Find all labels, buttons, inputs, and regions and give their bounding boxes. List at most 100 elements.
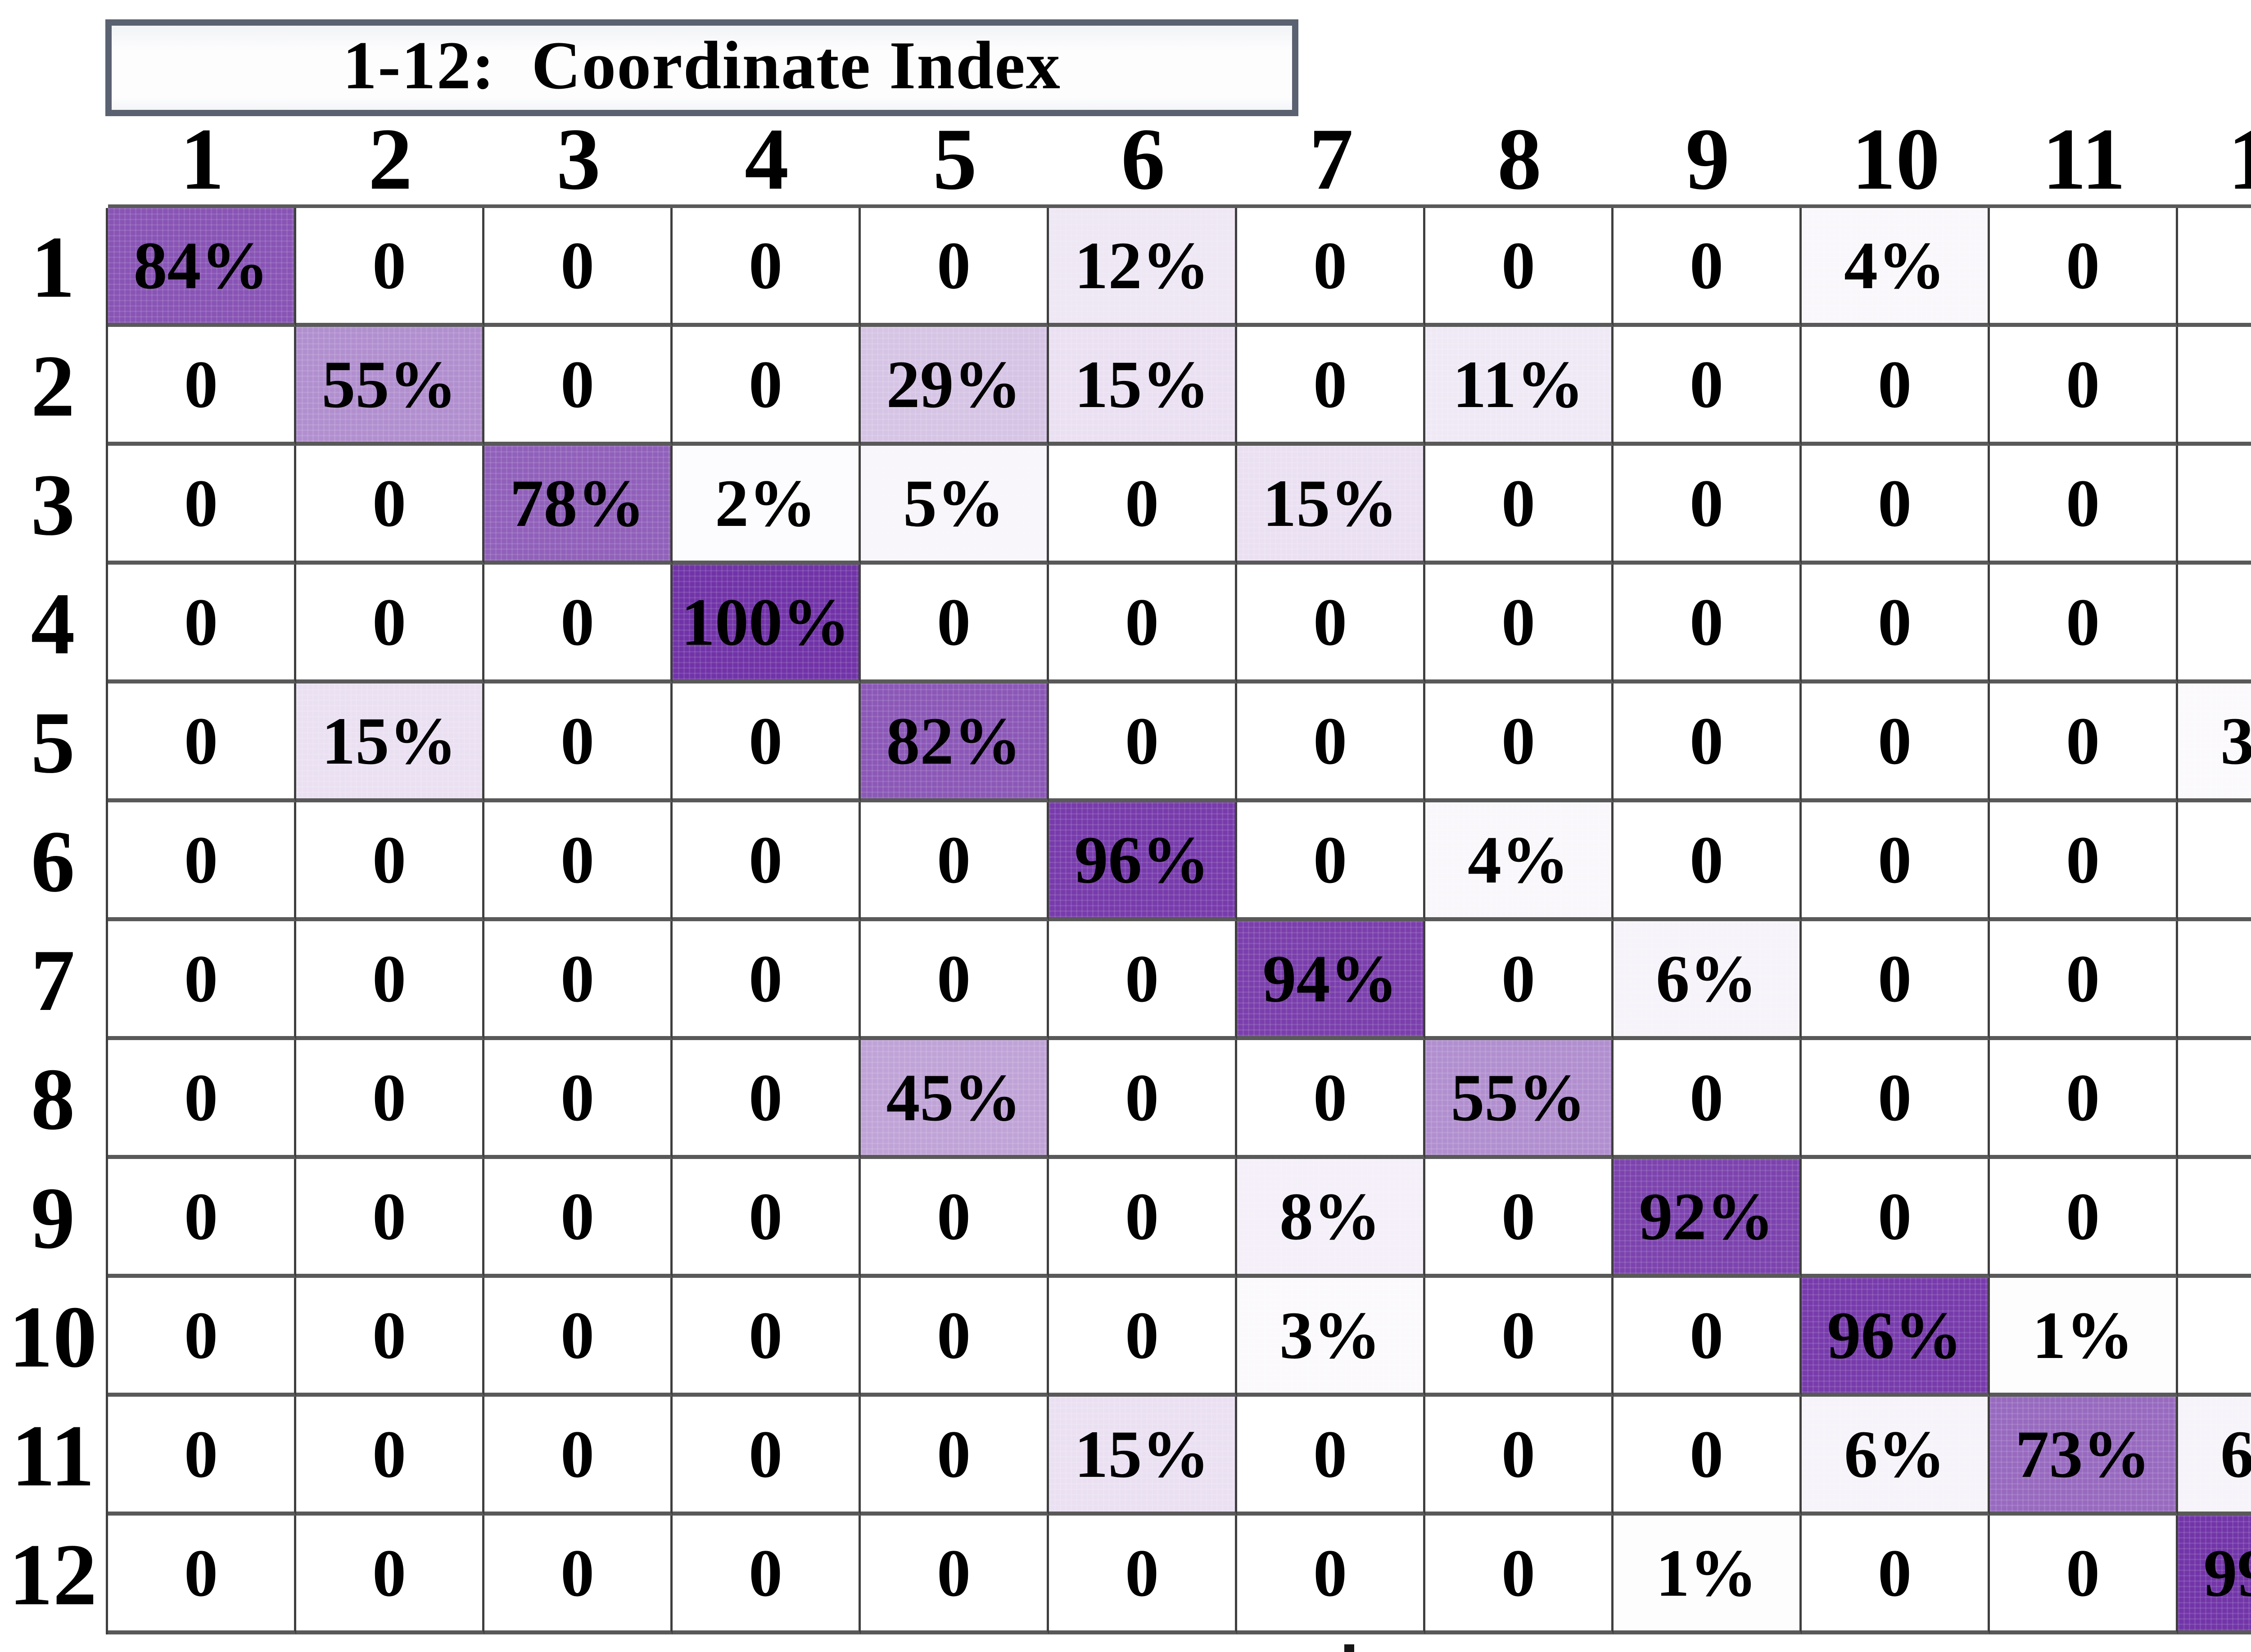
matrix-cell-r12-c6: 0: [1049, 1516, 1237, 1634]
row-header-8: 8: [0, 1040, 108, 1159]
matrix-cell-r8-c5: 45%: [861, 1040, 1049, 1159]
matrix-cell-r7-c11: 0: [1990, 921, 2178, 1040]
column-header-10: 10: [1802, 115, 1990, 208]
matrix-cell-r6-c11: 0: [1990, 802, 2178, 921]
matrix-cell-r8-c4: 0: [673, 1040, 861, 1159]
column-header-5: 5: [861, 115, 1049, 208]
matrix-cell-r6-c6: 96%: [1049, 802, 1237, 921]
matrix-cell-r2-c7: 0: [1237, 327, 1425, 446]
figure-title: 1-12: Coordinate Index: [343, 27, 1061, 103]
matrix-cell-r10-c10: 96%: [1802, 1278, 1990, 1397]
matrix-cell-r12-c5: 0: [861, 1516, 1049, 1634]
column-header-4: 4: [673, 115, 861, 208]
matrix-cell-r11-c2: 0: [296, 1397, 484, 1516]
matrix-cell-r9-c11: 0: [1990, 1159, 2178, 1278]
matrix-cell-r2-c9: 0: [1614, 327, 1802, 446]
column-header-1: 1: [108, 115, 296, 208]
matrix-cell-r2-c10: 0: [1802, 327, 1990, 446]
matrix-cell-r6-c5: 0: [861, 802, 1049, 921]
row-header-10: 10: [0, 1278, 108, 1397]
matrix-cell-r4-c10: 0: [1802, 565, 1990, 683]
matrix-cell-r7-c1: 0: [108, 921, 296, 1040]
matrix-cell-r12-c9: 1%: [1614, 1516, 1802, 1634]
matrix-cell-r2-c2: 55%: [296, 327, 484, 446]
matrix-cell-r4-c9: 0: [1614, 565, 1802, 683]
matrix-cell-r11-c10: 6%: [1802, 1397, 1990, 1516]
matrix-cell-r6-c9: 0: [1614, 802, 1802, 921]
matrix-cell-r9-c2: 0: [296, 1159, 484, 1278]
matrix-cell-r5-c11: 0: [1990, 683, 2178, 802]
matrix-cell-r2-c1: 0: [108, 327, 296, 446]
matrix-cell-r5-c2: 15%: [296, 683, 484, 802]
matrix-cell-r12-c3: 0: [484, 1516, 673, 1634]
matrix-cell-r9-c7: 8%: [1237, 1159, 1425, 1278]
matrix-cell-r5-c9: 0: [1614, 683, 1802, 802]
matrix-cell-r10-c5: 0: [861, 1278, 1049, 1397]
matrix-cell-r12-c4: 0: [673, 1516, 861, 1634]
matrix-cell-r7-c3: 0: [484, 921, 673, 1040]
matrix-cell-r2-c11: 0: [1990, 327, 2178, 446]
column-header-3: 3: [484, 115, 673, 208]
matrix-cell-r8-c8: 55%: [1425, 1040, 1614, 1159]
column-header-6: 6: [1049, 115, 1237, 208]
matrix-cell-r8-c12: 0: [2178, 1040, 2251, 1159]
matrix-cell-r10-c2: 0: [296, 1278, 484, 1397]
row-header-12: 12: [0, 1516, 108, 1634]
matrix-cell-r3-c3: 78%: [484, 446, 673, 565]
matrix-cell-r4-c11: 0: [1990, 565, 2178, 683]
matrix-cell-r9-c1: 0: [108, 1159, 296, 1278]
matrix-cell-r8-c3: 0: [484, 1040, 673, 1159]
matrix-cell-r10-c6: 0: [1049, 1278, 1237, 1397]
matrix-cell-r3-c11: 0: [1990, 446, 2178, 565]
row-header-7: 7: [0, 921, 108, 1040]
matrix-cell-r5-c8: 0: [1425, 683, 1614, 802]
matrix-cell-r5-c10: 0: [1802, 683, 1990, 802]
matrix-cell-r7-c12: 0: [2178, 921, 2251, 1040]
matrix-cell-r7-c2: 0: [296, 921, 484, 1040]
matrix-cell-r6-c1: 0: [108, 802, 296, 921]
matrix-cell-r7-c6: 0: [1049, 921, 1237, 1040]
matrix-cell-r1-c8: 0: [1425, 208, 1614, 327]
cropped-caption-artifact: [1344, 1644, 1354, 1652]
matrix-cell-r1-c4: 0: [673, 208, 861, 327]
matrix-cell-r7-c4: 0: [673, 921, 861, 1040]
column-header-11: 11: [1990, 115, 2178, 208]
matrix-cell-r10-c1: 0: [108, 1278, 296, 1397]
matrix-cell-r11-c5: 0: [861, 1397, 1049, 1516]
row-header-5: 5: [0, 683, 108, 802]
matrix-cell-r1-c10: 4%: [1802, 208, 1990, 327]
matrix-cell-r1-c3: 0: [484, 208, 673, 327]
matrix-cell-r9-c10: 0: [1802, 1159, 1990, 1278]
matrix-cell-r4-c12: 0: [2178, 565, 2251, 683]
matrix-cell-r9-c4: 0: [673, 1159, 861, 1278]
matrix-cell-r12-c10: 0: [1802, 1516, 1990, 1634]
matrix-cell-r12-c11: 0: [1990, 1516, 2178, 1634]
matrix-cell-r11-c11: 73%: [1990, 1397, 2178, 1516]
coordinate-index-matrix: 123456789101112184%000012%0004%002055%00…: [0, 115, 2251, 1634]
matrix-cell-r1-c1: 84%: [108, 208, 296, 327]
matrix-cell-r5-c3: 0: [484, 683, 673, 802]
column-header-9: 9: [1614, 115, 1802, 208]
matrix-cell-r9-c9: 92%: [1614, 1159, 1802, 1278]
matrix-cell-r1-c12: 0: [2178, 208, 2251, 327]
matrix-cell-r1-c5: 0: [861, 208, 1049, 327]
row-header-1: 1: [0, 208, 108, 327]
matrix-cell-r11-c8: 0: [1425, 1397, 1614, 1516]
matrix-cell-r9-c8: 0: [1425, 1159, 1614, 1278]
matrix-cell-r3-c9: 0: [1614, 446, 1802, 565]
row-header-4: 4: [0, 565, 108, 683]
matrix-cell-r4-c8: 0: [1425, 565, 1614, 683]
column-header-12: 12: [2178, 115, 2251, 208]
matrix-cell-r7-c7: 94%: [1237, 921, 1425, 1040]
matrix-cell-r6-c7: 0: [1237, 802, 1425, 921]
matrix-cell-r11-c3: 0: [484, 1397, 673, 1516]
row-header-11: 11: [0, 1397, 108, 1516]
matrix-cell-r8-c1: 0: [108, 1040, 296, 1159]
matrix-cell-r9-c6: 0: [1049, 1159, 1237, 1278]
matrix-cell-r9-c12: 0: [2178, 1159, 2251, 1278]
matrix-cell-r11-c6: 15%: [1049, 1397, 1237, 1516]
matrix-cell-r7-c8: 0: [1425, 921, 1614, 1040]
matrix-cell-r10-c7: 3%: [1237, 1278, 1425, 1397]
matrix-cell-r4-c3: 0: [484, 565, 673, 683]
